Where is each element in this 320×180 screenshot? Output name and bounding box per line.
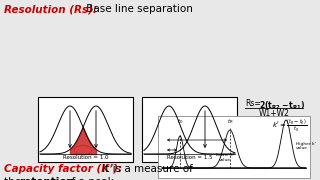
Text: $\mathbf{2(t_{R2}-t_{R1})}$: $\mathbf{2(t_{R2}-t_{R1})}$ bbox=[259, 99, 306, 111]
Text: Resolution = 1.0: Resolution = 1.0 bbox=[63, 155, 108, 160]
Text: W1+W2: W1+W2 bbox=[259, 109, 289, 118]
Text: Resolution (Rs):: Resolution (Rs): bbox=[4, 4, 97, 14]
Text: the: the bbox=[4, 177, 24, 180]
Text: Resolution = 1.5: Resolution = 1.5 bbox=[167, 155, 212, 160]
Text: Capacity factor (K’):: Capacity factor (K’): bbox=[4, 164, 122, 174]
Text: Higher k’
value: Higher k’ value bbox=[296, 142, 316, 150]
Bar bbox=[38, 97, 133, 162]
Text: $t_0$: $t_0$ bbox=[177, 117, 183, 126]
Text: Rs=: Rs= bbox=[245, 99, 261, 108]
Text: $t_R$: $t_R$ bbox=[227, 117, 233, 126]
Text: It is a measure of: It is a measure of bbox=[99, 164, 193, 174]
Text: Lower k’
value: Lower k’ value bbox=[216, 153, 234, 162]
Text: Base line separation: Base line separation bbox=[83, 4, 193, 14]
Bar bbox=[158, 116, 310, 178]
Text: of a peak: of a peak bbox=[62, 177, 114, 180]
Text: $k'=\frac{(t_R - t_0)}{t_0}$: $k'=\frac{(t_R - t_0)}{t_0}$ bbox=[272, 117, 307, 134]
Bar bbox=[142, 97, 237, 162]
Text: retention: retention bbox=[19, 177, 74, 180]
